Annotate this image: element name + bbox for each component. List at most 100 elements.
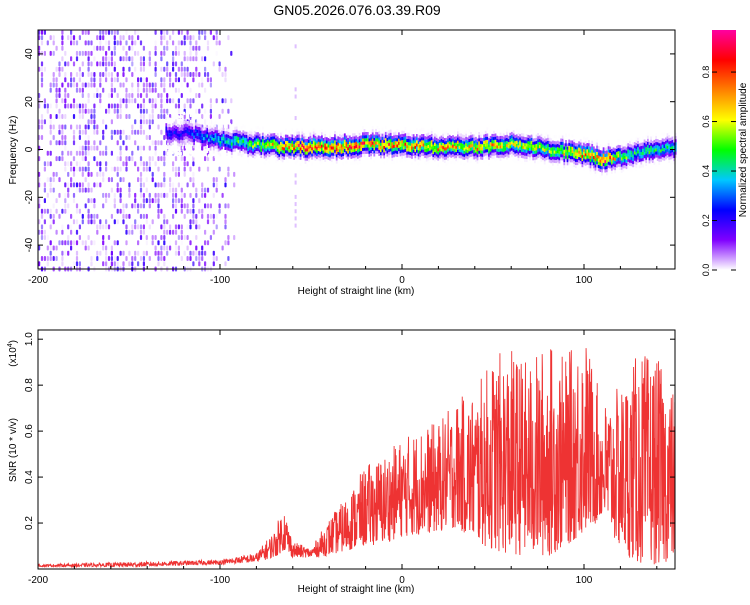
- spectrogram-cell: [286, 147, 289, 151]
- spectrogram-cell: [514, 144, 517, 148]
- spectrogram-cell: [447, 157, 449, 161]
- spectrogram-cell: [163, 114, 166, 119]
- spectrogram-cell: [594, 170, 597, 174]
- spectrogram-cell: [288, 152, 291, 156]
- spectrogram-cell: [566, 149, 569, 153]
- spectrogram-cell: [301, 150, 304, 154]
- spectrogram-cell: [440, 144, 443, 149]
- spectrogram-cell: [291, 143, 294, 147]
- spectrogram-cell: [619, 154, 621, 158]
- spectrogram-cell: [322, 138, 325, 142]
- spectrogram-cell: [422, 143, 425, 147]
- spectrogram-cell: [633, 132, 636, 136]
- spectrogram-cell: [483, 159, 485, 163]
- spectrogram-cell: [532, 132, 535, 136]
- spectrogram-cell: [655, 151, 657, 155]
- spectrogram-cell: [475, 149, 477, 153]
- spectrogram-cell: [271, 133, 274, 137]
- spectrogram-cell: [237, 137, 240, 141]
- spectrogram-cell: [216, 130, 218, 134]
- spectrogram-cell: [87, 166, 90, 172]
- spectrogram-cell: [555, 144, 557, 148]
- spectrogram-cell: [96, 124, 99, 130]
- spectrogram-cell: [276, 151, 279, 155]
- spectrogram-cell: [208, 135, 210, 139]
- spectrogram-cell: [607, 146, 610, 150]
- spectrogram-cell: [128, 156, 131, 162]
- spectrogram-cell: [568, 133, 571, 137]
- spectrogram-cell: [40, 213, 44, 219]
- spectrogram-cell: [226, 149, 228, 153]
- spectrogram-cell: [402, 149, 405, 153]
- spectrogram-cell: [105, 256, 108, 261]
- spectrogram-cell: [289, 152, 292, 156]
- spectrogram-cell: [195, 256, 198, 261]
- spectrogram-cell: [348, 141, 351, 145]
- spectrogram-cell: [393, 151, 395, 155]
- spectrogram-cell: [52, 203, 55, 209]
- spectrogram-cell: [417, 162, 420, 166]
- spectrogram-cell: [180, 114, 182, 118]
- spectrogram-cell: [360, 154, 363, 158]
- spectrogram-cell: [381, 133, 384, 137]
- spectrogram-cell: [653, 167, 656, 171]
- spectrogram-cell: [110, 103, 113, 109]
- spectrogram-cell: [204, 29, 207, 35]
- spectrogram-cell: [64, 250, 67, 256]
- spectrogram-cell: [529, 151, 531, 155]
- spectrogram-cell: [491, 140, 494, 144]
- spectrogram-cell: [237, 133, 240, 138]
- spectrogram-cell: [402, 130, 405, 135]
- spectrogram-cell: [589, 143, 592, 147]
- spectrogram-cell: [391, 160, 394, 164]
- spectrogram-cell: [622, 149, 625, 153]
- spectrogram-cell: [673, 148, 675, 152]
- spectrogram-cell: [530, 137, 533, 141]
- spectrogram-cell: [337, 148, 340, 152]
- spectrogram-cell: [250, 146, 253, 151]
- spectrogram-cell: [529, 157, 531, 161]
- spectrogram-cell: [420, 137, 423, 141]
- spectrogram-cell: [591, 156, 594, 160]
- spectrogram-cell: [416, 149, 418, 153]
- spectrogram-cell: [352, 148, 354, 152]
- spectrogram-cell: [647, 141, 649, 146]
- spectrogram-cell: [255, 126, 258, 130]
- spectrogram-cell: [532, 150, 535, 155]
- spectrogram-cell: [208, 138, 210, 142]
- spectrogram-cell: [601, 166, 603, 170]
- spectrogram-cell: [419, 135, 422, 139]
- spectrogram-cell: [368, 150, 371, 154]
- spectrogram-ylabel: Frequency (Hz): [8, 116, 19, 185]
- spectrogram-cell: [674, 142, 677, 146]
- spectrogram-cell: [435, 140, 438, 144]
- spectrogram-cell: [637, 137, 639, 141]
- spectrogram-cell: [189, 98, 192, 104]
- spectrogram-cell: [499, 148, 502, 152]
- spectrogram-cell: [342, 137, 345, 141]
- spectrogram-cell: [204, 187, 207, 193]
- spectrogram-cell: [483, 137, 485, 141]
- spectrogram-cell: [635, 149, 638, 153]
- spectrogram-cell: [468, 141, 471, 146]
- spectrogram-cell: [534, 153, 536, 157]
- spectrogram-cell: [463, 150, 466, 154]
- spectrogram-cell: [488, 162, 490, 166]
- spectrogram-cell: [165, 132, 168, 136]
- spectrogram-cell: [191, 151, 194, 155]
- spectrogram-cell: [250, 128, 253, 132]
- spectrogram-cell: [304, 139, 307, 143]
- spectrogram-cell: [209, 147, 212, 151]
- spectrogram-cell: [373, 134, 376, 138]
- spectrogram-cell: [471, 147, 474, 151]
- spectrogram-cell: [648, 141, 651, 145]
- spectrogram-cell: [424, 136, 426, 140]
- spectrogram-cell: [214, 136, 217, 140]
- spectrogram-cell: [334, 124, 336, 128]
- spectrogram-cell: [192, 72, 195, 77]
- spectrogram-cell: [366, 156, 369, 160]
- spectrogram-cell: [655, 138, 657, 143]
- spectrogram-cell: [244, 147, 246, 151]
- spectrogram-cell: [58, 114, 61, 119]
- spectrogram-cell: [660, 140, 662, 144]
